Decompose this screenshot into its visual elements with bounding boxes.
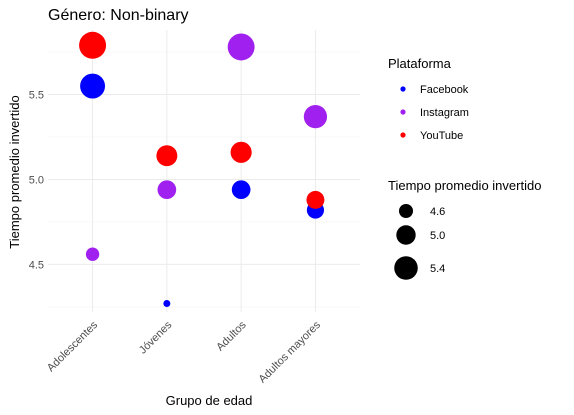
y-tick-label: 5.5: [29, 90, 44, 102]
x-tick-label: Adultos mayores: [257, 319, 324, 386]
x-axis-title: Grupo de edad: [166, 393, 253, 408]
color-legend: Plataforma Facebook Instagram YouTube: [388, 56, 469, 142]
size-legend: Tiempo promedio invertido 4.6 5.0 5.4: [388, 178, 541, 280]
x-tick-label: Adolescentes: [45, 319, 101, 375]
data-point-youtube: [306, 190, 325, 209]
data-point-youtube: [230, 141, 252, 163]
chart-title: Género: Non-binary: [48, 7, 189, 24]
legend-label: YouTube: [420, 130, 463, 142]
x-tick-label: Adultos: [214, 319, 249, 354]
size-legend-key: [394, 256, 418, 280]
size-legend-key: [396, 225, 416, 245]
x-tick-label: Jóvenes: [137, 319, 175, 357]
legend-key-facebook: [400, 86, 406, 92]
grid: [48, 30, 360, 312]
x-axis-ticks: Adolescentes Jóvenes Adultos Adultos mayore…: [45, 319, 323, 386]
y-tick-label: 4.5: [29, 259, 44, 271]
data-point-instagram: [157, 180, 177, 200]
color-legend-title: Plataforma: [388, 56, 452, 71]
y-tick-label: 5.0: [29, 174, 44, 186]
size-legend-label: 5.4: [430, 263, 445, 275]
size-legend-label: 4.6: [430, 206, 445, 218]
y-axis-ticks: 4.5 5.0 5.5: [29, 90, 44, 272]
size-legend-title: Tiempo promedio invertido: [388, 178, 541, 193]
legend-label: Instagram: [420, 107, 469, 119]
data-point-instagram: [227, 33, 255, 61]
data-point-youtube: [79, 31, 107, 59]
size-legend-key: [398, 203, 414, 219]
legend-key-instagram: [400, 109, 406, 115]
data-point-instagram: [303, 105, 328, 129]
y-axis-title: Tiempo promedio invertido: [7, 95, 22, 248]
data-point-facebook: [231, 180, 251, 200]
size-legend-label: 5.0: [430, 230, 445, 242]
data-point-facebook: [163, 300, 171, 308]
data-point-youtube: [156, 145, 178, 167]
legend-label: Facebook: [420, 84, 469, 96]
data-points: [79, 31, 328, 308]
legend-key-youtube: [400, 132, 406, 138]
data-point-facebook: [80, 73, 106, 99]
data-point-instagram: [85, 247, 100, 261]
